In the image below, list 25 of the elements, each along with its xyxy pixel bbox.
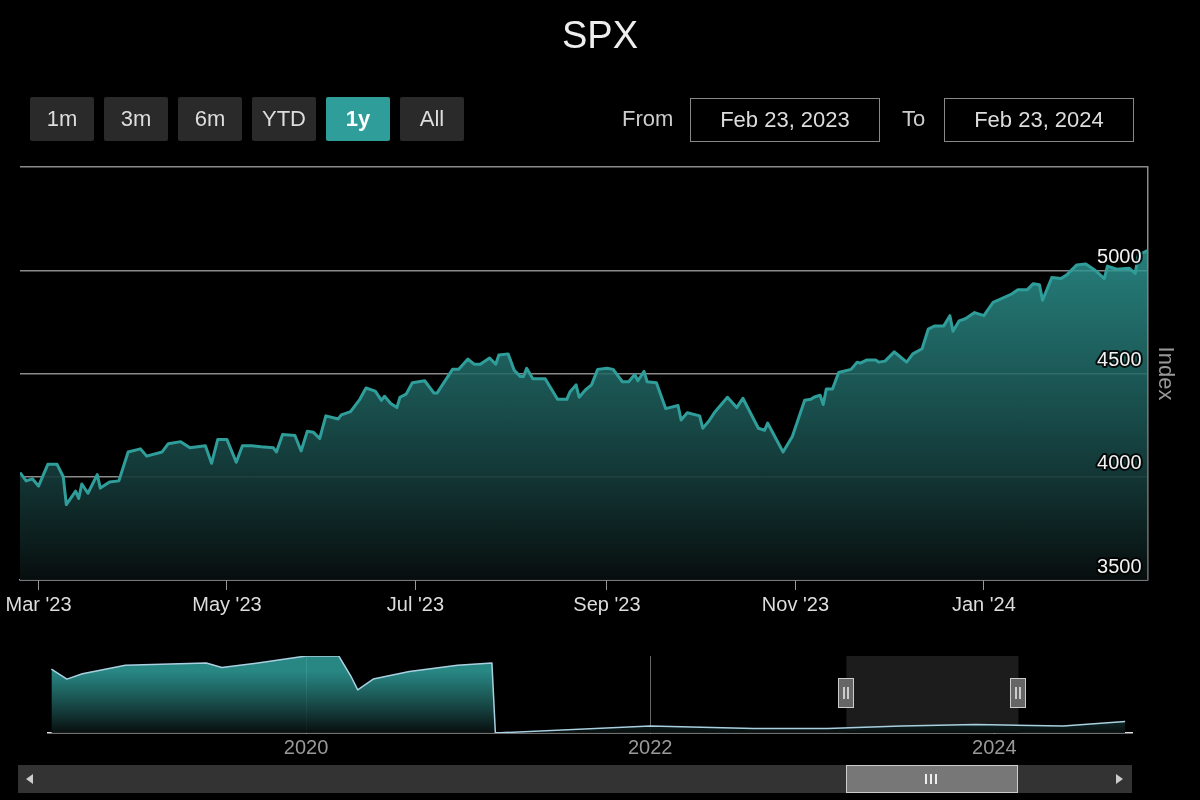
y-axis-title: Index <box>1153 346 1179 401</box>
x-tick-label: Nov '23 <box>761 592 830 615</box>
x-tick-label: May '23 <box>192 592 262 615</box>
x-tick-label: Jul '23 <box>386 592 445 615</box>
x-tick-label: 2022 <box>627 735 673 758</box>
text: 6m <box>178 97 242 141</box>
x-tick-label: 2024 <box>972 735 1017 758</box>
x-tick-label: 2020 <box>283 735 329 758</box>
y-tick-label: 4500 <box>1097 348 1142 371</box>
y-tick-label: 3500 <box>1097 554 1142 577</box>
text: 1y <box>326 97 390 141</box>
text: YTD <box>252 97 316 141</box>
text: All <box>400 97 464 141</box>
x-tick-label: Jan '24 <box>951 592 1016 615</box>
x-tick-label: Sep '23 <box>573 592 641 615</box>
text: 1m <box>30 97 94 141</box>
text: To <box>902 105 926 133</box>
text: 3m <box>104 97 168 141</box>
y-tick-label: 5000 <box>1097 244 1142 267</box>
y-tick-label: 4000 <box>1097 451 1142 474</box>
text: Feb 23, 2024 <box>944 98 1134 142</box>
text: Feb 23, 2023 <box>690 98 880 142</box>
x-tick-label: Mar '23 <box>5 592 72 615</box>
chart-title: SPX <box>560 14 639 57</box>
text: From <box>622 105 674 133</box>
